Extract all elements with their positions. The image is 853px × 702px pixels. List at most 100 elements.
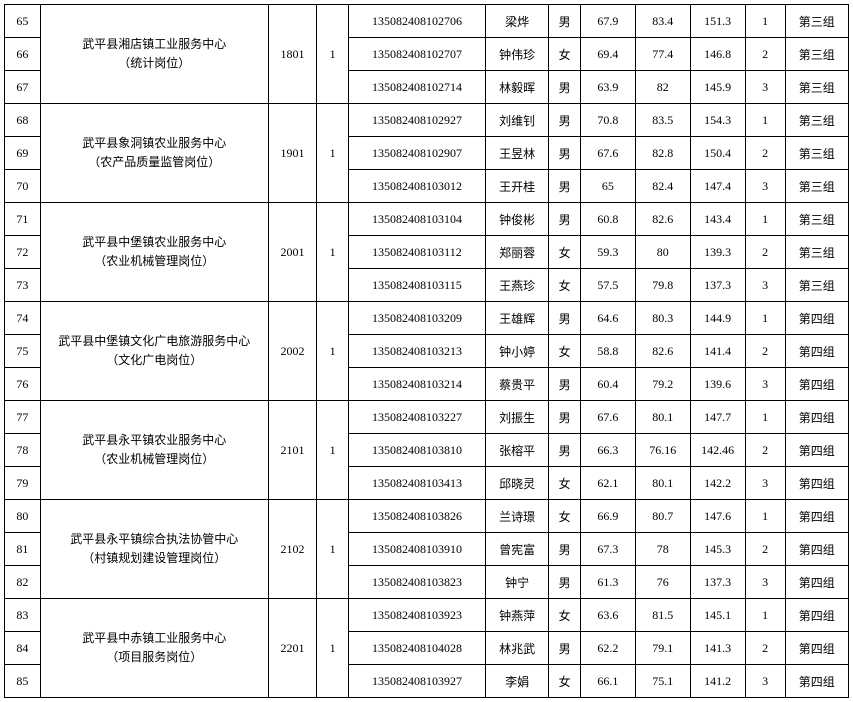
row-index: 71 [5, 203, 41, 236]
candidate-name: 钟燕萍 [486, 599, 549, 632]
candidate-name: 王昱林 [486, 137, 549, 170]
score2: 82.8 [635, 137, 690, 170]
exam-id: 135082408103213 [348, 335, 485, 368]
score1: 66.3 [580, 434, 635, 467]
score1: 59.3 [580, 236, 635, 269]
exam-id: 135082408102907 [348, 137, 485, 170]
total-score: 141.4 [690, 335, 745, 368]
exam-id: 135082408103115 [348, 269, 485, 302]
sex: 男 [549, 434, 581, 467]
score2: 83.4 [635, 5, 690, 38]
group-label: 第三组 [785, 5, 848, 38]
candidate-name: 张榕平 [486, 434, 549, 467]
candidate-name: 刘维钊 [486, 104, 549, 137]
group-label: 第三组 [785, 170, 848, 203]
exam-id: 135082408103823 [348, 566, 485, 599]
group-label: 第四组 [785, 335, 848, 368]
row-index: 70 [5, 170, 41, 203]
candidate-name: 李娟 [486, 665, 549, 698]
rank: 1 [745, 203, 785, 236]
group-label: 第四组 [785, 500, 848, 533]
group-label: 第三组 [785, 104, 848, 137]
score2: 79.2 [635, 368, 690, 401]
score1: 64.6 [580, 302, 635, 335]
row-index: 69 [5, 137, 41, 170]
org-name: 武平县永平镇农业服务中心（农业机械管理岗位） [40, 401, 268, 500]
total-score: 147.6 [690, 500, 745, 533]
exam-id: 135082408103413 [348, 467, 485, 500]
score2: 82.4 [635, 170, 690, 203]
score1: 66.9 [580, 500, 635, 533]
group-label: 第三组 [785, 137, 848, 170]
group-label: 第四组 [785, 566, 848, 599]
candidate-name: 钟伟珍 [486, 38, 549, 71]
total-score: 145.1 [690, 599, 745, 632]
quota: 1 [317, 5, 349, 104]
total-score: 143.4 [690, 203, 745, 236]
org-line1: 武平县中赤镇工业服务中心 [82, 631, 226, 645]
row-index: 79 [5, 467, 41, 500]
rank: 2 [745, 137, 785, 170]
group-label: 第三组 [785, 236, 848, 269]
exam-id: 135082408103214 [348, 368, 485, 401]
sex: 男 [549, 368, 581, 401]
group-label: 第三组 [785, 269, 848, 302]
sex: 女 [549, 500, 581, 533]
exam-id: 135082408103923 [348, 599, 485, 632]
position-code: 2201 [268, 599, 317, 698]
table-row: 71武平县中堡镇农业服务中心（农业机械管理岗位）2001113508240810… [5, 203, 849, 236]
score2: 80.7 [635, 500, 690, 533]
rank: 2 [745, 434, 785, 467]
row-index: 74 [5, 302, 41, 335]
exam-id: 135082408102706 [348, 5, 485, 38]
quota: 1 [317, 500, 349, 599]
rank: 3 [745, 566, 785, 599]
row-index: 67 [5, 71, 41, 104]
score1: 63.9 [580, 71, 635, 104]
candidate-name: 钟宁 [486, 566, 549, 599]
score1: 65 [580, 170, 635, 203]
row-index: 84 [5, 632, 41, 665]
org-name: 武平县永平镇综合执法协管中心（村镇规划建设管理岗位） [40, 500, 268, 599]
exam-id: 135082408103112 [348, 236, 485, 269]
score1: 67.3 [580, 533, 635, 566]
position-code: 1801 [268, 5, 317, 104]
score2: 80.3 [635, 302, 690, 335]
rank: 1 [745, 302, 785, 335]
rank: 2 [745, 335, 785, 368]
rank: 3 [745, 665, 785, 698]
sex: 男 [549, 302, 581, 335]
total-score: 145.3 [690, 533, 745, 566]
candidate-name: 刘振生 [486, 401, 549, 434]
exam-id: 135082408103810 [348, 434, 485, 467]
exam-id: 135082408103227 [348, 401, 485, 434]
total-score: 147.7 [690, 401, 745, 434]
position-code: 2101 [268, 401, 317, 500]
score2: 76 [635, 566, 690, 599]
row-index: 73 [5, 269, 41, 302]
sex: 男 [549, 71, 581, 104]
rank: 2 [745, 38, 785, 71]
rank: 1 [745, 500, 785, 533]
row-index: 80 [5, 500, 41, 533]
exam-id: 135082408102707 [348, 38, 485, 71]
score1: 70.8 [580, 104, 635, 137]
candidate-name: 王雄辉 [486, 302, 549, 335]
row-index: 77 [5, 401, 41, 434]
candidate-name: 邱晓灵 [486, 467, 549, 500]
rank: 1 [745, 5, 785, 38]
score1: 67.9 [580, 5, 635, 38]
score1: 69.4 [580, 38, 635, 71]
group-label: 第三组 [785, 71, 848, 104]
rank: 3 [745, 269, 785, 302]
row-index: 82 [5, 566, 41, 599]
sex: 女 [549, 335, 581, 368]
total-score: 139.3 [690, 236, 745, 269]
score1: 62.2 [580, 632, 635, 665]
score1: 60.4 [580, 368, 635, 401]
score1: 62.1 [580, 467, 635, 500]
sex: 女 [549, 236, 581, 269]
score1: 60.8 [580, 203, 635, 236]
exam-id: 135082408102927 [348, 104, 485, 137]
org-line1: 武平县象洞镇农业服务中心 [82, 136, 226, 150]
